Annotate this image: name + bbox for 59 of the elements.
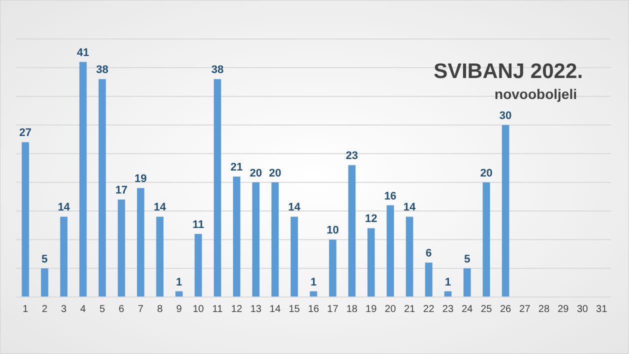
x-tick-label: 24 xyxy=(462,304,474,316)
x-tick-label: 29 xyxy=(558,304,570,316)
x-tick-label: 21 xyxy=(404,304,416,316)
data-label: 41 xyxy=(76,46,90,59)
x-tick-label: 1 xyxy=(22,304,29,316)
x-tick-label: 13 xyxy=(250,304,262,316)
x-tick-label: 26 xyxy=(500,304,512,316)
data-label: 5 xyxy=(464,253,470,266)
data-label: 20 xyxy=(480,167,492,180)
data-label: 27 xyxy=(19,127,32,140)
data-label: 14 xyxy=(58,202,71,214)
data-label: 6 xyxy=(426,248,432,260)
data-label: 14 xyxy=(288,202,302,214)
data-label: 20 xyxy=(250,167,262,180)
x-tick-label: 23 xyxy=(442,304,454,316)
x-tick-label: 10 xyxy=(192,304,204,316)
x-tick-label: 22 xyxy=(423,304,435,316)
x-tick-label: 15 xyxy=(288,304,300,316)
data-label: 11 xyxy=(192,218,204,231)
x-tick-label: 3 xyxy=(61,304,68,316)
text: SVIBANJ 2022. xyxy=(434,60,583,83)
data-label: 10 xyxy=(326,224,339,237)
x-tick-label: 2 xyxy=(42,304,48,316)
data-label: 5 xyxy=(42,253,48,266)
x-tick-label: 12 xyxy=(231,304,243,316)
x-tick-label: 4 xyxy=(80,304,86,316)
data-label: 1 xyxy=(176,276,182,288)
x-tick-label: 18 xyxy=(346,304,358,316)
x-tick-label: 31 xyxy=(596,304,608,316)
data-label: 21 xyxy=(230,162,243,174)
x-tick-label: 11 xyxy=(212,304,224,316)
data-label: 30 xyxy=(499,110,512,122)
x-tick-label: 7 xyxy=(138,304,144,316)
x-tick-label: 19 xyxy=(366,304,378,316)
x-tick-label: 25 xyxy=(480,304,492,316)
data-label: 17 xyxy=(115,184,128,197)
x-tick-label: 16 xyxy=(308,304,320,316)
x-tick-label: 9 xyxy=(176,304,182,316)
x-tick-label: 8 xyxy=(157,304,164,316)
x-tick-label: 6 xyxy=(118,304,125,316)
data-label: 1 xyxy=(310,276,317,288)
x-tick-label: 17 xyxy=(327,304,339,316)
x-tick-label: 5 xyxy=(99,304,106,316)
data-label: 12 xyxy=(364,213,378,226)
data-label: 23 xyxy=(346,150,358,162)
data-label: 19 xyxy=(134,173,147,186)
x-tick-label: 20 xyxy=(384,304,396,316)
data-label: 14 xyxy=(403,202,417,214)
data-label: 1 xyxy=(444,276,452,288)
data-label: 38 xyxy=(96,64,108,76)
data-label: 16 xyxy=(384,190,396,202)
data-label: 14 xyxy=(154,202,167,214)
text: novooboljeli xyxy=(494,86,577,102)
x-tick-label: 14 xyxy=(270,304,282,316)
data-label: 38 xyxy=(211,64,224,76)
x-tick-label: 27 xyxy=(519,304,531,316)
x-tick-label: 30 xyxy=(576,304,588,316)
data-label: 20 xyxy=(268,167,282,180)
x-tick-label: 28 xyxy=(538,304,550,316)
